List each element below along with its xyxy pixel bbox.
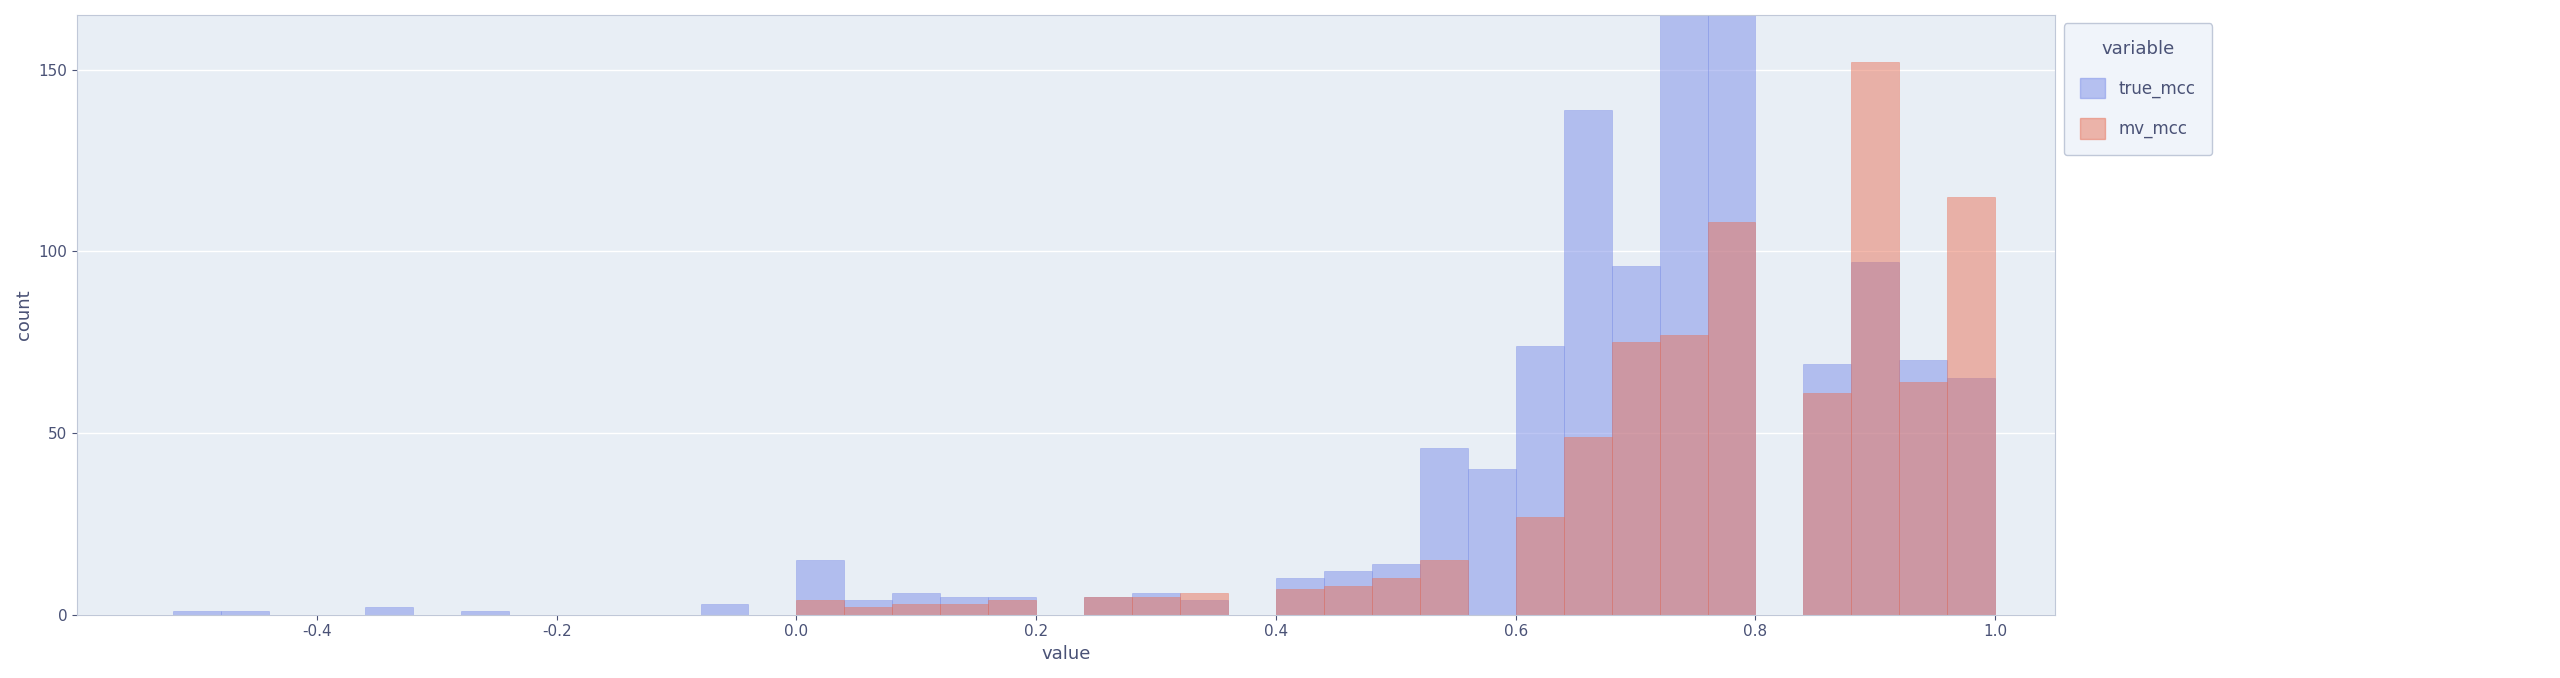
Bar (1948, 197, 1994, 615)
Bar (461, 611, 509, 615)
Bar (1516, 517, 1564, 615)
Bar (796, 600, 845, 615)
Bar (174, 611, 220, 615)
Bar (893, 604, 940, 615)
Bar (1613, 342, 1659, 615)
Bar (893, 593, 940, 615)
Bar (845, 600, 893, 615)
Bar (1132, 593, 1180, 615)
Bar (1948, 378, 1994, 615)
Bar (1802, 393, 1851, 615)
Bar (1564, 437, 1613, 615)
Bar (1708, 222, 1756, 615)
Bar (1324, 586, 1372, 615)
Bar (366, 607, 412, 615)
Bar (1900, 360, 1948, 615)
Bar (1372, 578, 1421, 615)
X-axis label: value: value (1042, 645, 1091, 663)
Bar (1275, 589, 1324, 615)
Bar (1851, 62, 1900, 615)
Bar (796, 560, 845, 615)
Bar (940, 604, 988, 615)
Bar (220, 611, 269, 615)
Bar (1132, 597, 1180, 615)
Bar (988, 597, 1037, 615)
Bar (1324, 571, 1372, 615)
Bar (1613, 266, 1659, 615)
Y-axis label: count: count (15, 290, 33, 340)
Bar (1180, 600, 1229, 615)
Legend: true_mcc, mv_mcc: true_mcc, mv_mcc (2063, 23, 2212, 155)
Bar (1851, 262, 1900, 615)
Bar (1802, 364, 1851, 615)
Bar (988, 600, 1037, 615)
Bar (1659, 0, 1708, 615)
Bar (1421, 560, 1467, 615)
Bar (1421, 447, 1467, 615)
Bar (1372, 564, 1421, 615)
Bar (1180, 593, 1229, 615)
Bar (845, 607, 893, 615)
Bar (1564, 110, 1613, 615)
Bar (1659, 335, 1708, 615)
Bar (1467, 469, 1516, 615)
Bar (701, 604, 748, 615)
Bar (1900, 382, 1948, 615)
Bar (1516, 346, 1564, 615)
Bar (1083, 597, 1132, 615)
Bar (1083, 597, 1132, 615)
Bar (940, 597, 988, 615)
Bar (1708, 0, 1756, 615)
Bar (1275, 578, 1324, 615)
